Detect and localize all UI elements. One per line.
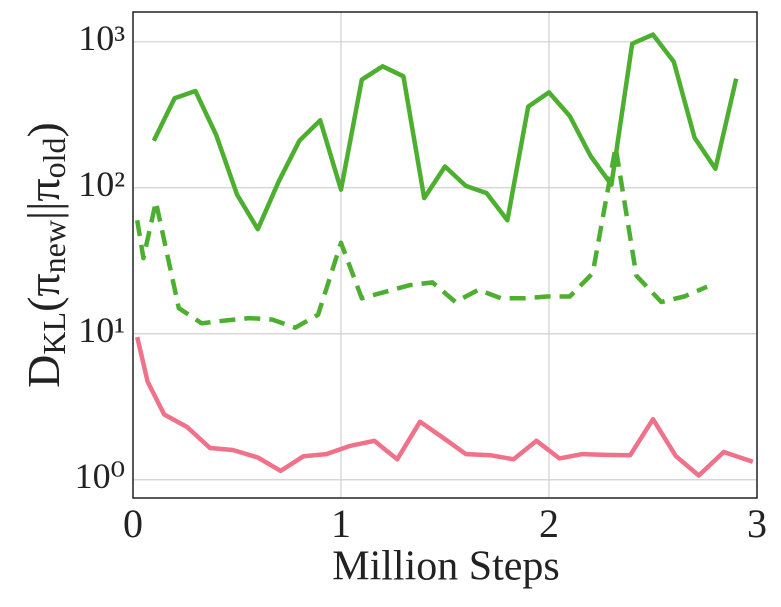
y-label-subscript: KL [36,312,72,355]
y-label-part: (π [18,273,69,312]
x-tick-label: 1 [331,501,351,546]
series-line [135,336,754,478]
y-tick-label: 10¹ [78,310,125,350]
x-tick-label: 2 [539,501,559,546]
y-tick-label: 10² [78,164,125,204]
x-axis-label: Million Steps [332,544,560,590]
x-tick-label: 0 [123,501,143,546]
y-label-part: ) [18,122,69,137]
y-label-subscript: old [36,138,72,179]
y-label-part: D [18,355,69,388]
series-line [151,32,739,232]
x-tick-label: 3 [747,501,767,546]
y-tick-label: 10³ [78,18,125,58]
plot-frame [132,11,758,499]
y-label-subscript: new [36,220,72,273]
y-label-part: ||π [18,178,69,220]
series-line [134,144,708,330]
y-tick-label: 10⁰ [75,456,125,496]
y-axis-label: DKL(πnew||πold) [18,122,72,388]
